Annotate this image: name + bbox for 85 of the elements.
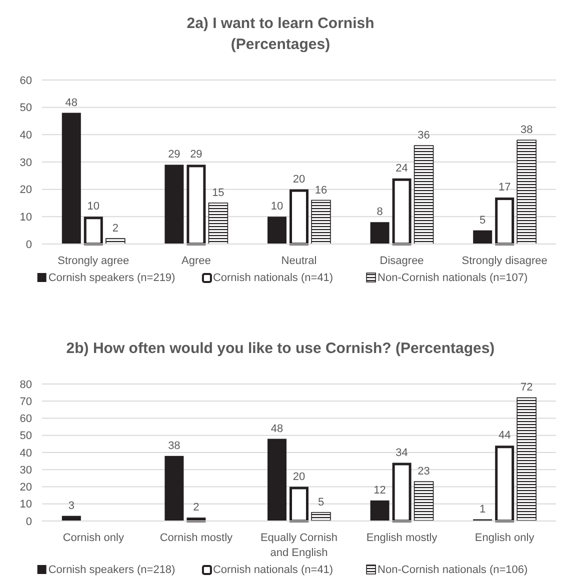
- bar: [290, 189, 308, 246]
- y-tick-label: 50: [20, 430, 32, 442]
- x-tick-label: Strongly agree: [58, 255, 130, 267]
- data-label: 38: [168, 440, 180, 452]
- y-tick-label: 10: [20, 498, 32, 511]
- data-label: 8: [376, 206, 383, 218]
- x-tick-label: English mostly: [366, 532, 438, 544]
- y-tick-label: 20: [20, 482, 32, 494]
- y-tick-label: 60: [20, 74, 32, 87]
- data-label: 48: [270, 422, 284, 435]
- bar: [164, 456, 184, 521]
- bar: [495, 446, 514, 522]
- data-label: 20: [292, 173, 306, 186]
- data-label: 17: [498, 182, 511, 194]
- legend-label: Cornish nationals (n=41): [212, 564, 334, 576]
- data-label: 36: [418, 130, 430, 142]
- y-tick-label: 20: [20, 184, 32, 196]
- data-label: 48: [65, 96, 78, 109]
- bar: [290, 486, 308, 522]
- data-label: 1: [480, 503, 486, 516]
- legend-label: Non-Cornish nationals (n=106): [378, 564, 528, 576]
- y-tick-label: 40: [20, 130, 32, 142]
- bar: [62, 112, 81, 244]
- y-tick-label: 70: [20, 396, 32, 408]
- bar: [370, 500, 390, 521]
- bar: [392, 178, 412, 246]
- y-tick-label: 60: [20, 413, 32, 426]
- y-tick-label: 40: [20, 447, 32, 460]
- data-label: 2: [112, 222, 118, 235]
- data-label: 5: [480, 214, 486, 226]
- bar: [516, 140, 536, 244]
- y-tick-label: 30: [20, 156, 32, 169]
- data-label: 2: [193, 502, 200, 514]
- data-label: 12: [374, 484, 386, 496]
- data-label: 16: [314, 184, 328, 196]
- data-label: 34: [396, 446, 408, 459]
- legend-label: Cornish nationals (n=41): [212, 272, 334, 284]
- y-tick-label: 80: [20, 378, 32, 391]
- legend-label: Cornish speakers (n=219): [48, 272, 176, 284]
- data-label: 3: [68, 500, 74, 512]
- bar: [208, 202, 228, 244]
- y-tick-label: 10: [20, 212, 32, 224]
- y-tick-label: 30: [20, 464, 32, 476]
- bar: [268, 216, 286, 244]
- data-label: 29: [190, 148, 202, 161]
- bar: [495, 198, 514, 246]
- bar: [164, 164, 184, 244]
- x-tick-label: Neutral: [281, 255, 317, 267]
- y-tick-label: 0: [26, 238, 32, 251]
- bar: [414, 481, 434, 522]
- chart-title: 2b) How often would you like to use Cornish? (Percentages): [66, 340, 495, 357]
- bar: [186, 164, 206, 246]
- bar: [473, 230, 492, 244]
- data-label: 29: [168, 148, 180, 161]
- x-tick-label: English only: [474, 532, 535, 544]
- x-tick-label: Cornish only: [62, 532, 124, 544]
- data-label: 10: [270, 200, 284, 213]
- legend-label: Cornish speakers (n=218): [48, 564, 176, 576]
- x-tick-label: Strongly disagree: [462, 255, 548, 267]
- data-label: 23: [418, 466, 430, 478]
- x-tick-label: Cornish mostly: [160, 532, 234, 544]
- bar: [370, 222, 390, 244]
- bar: [268, 438, 286, 521]
- data-label: 5: [318, 496, 324, 508]
- data-label: 72: [520, 382, 533, 394]
- chart-title: 2a) I want to learn Cornish (Percentages): [186, 15, 374, 53]
- data-label: 10: [87, 200, 100, 213]
- x-tick-label: Agree: [182, 255, 211, 267]
- bar: [186, 518, 206, 522]
- bar: [516, 397, 536, 522]
- data-label: 15: [212, 187, 224, 199]
- x-tick-label: Disagree: [380, 255, 424, 267]
- data-label: 38: [520, 124, 533, 136]
- data-label: 20: [292, 470, 306, 483]
- bar: [311, 200, 331, 244]
- y-tick-label: 0: [26, 516, 32, 528]
- legend-label: Non-Cornish nationals (n=107): [378, 272, 528, 284]
- data-label: 24: [396, 162, 408, 174]
- bar: [414, 145, 434, 244]
- bar: [84, 216, 103, 246]
- x-tick-label: Equally Cornish and English: [260, 532, 338, 559]
- y-tick-label: 50: [20, 102, 32, 114]
- data-label: 44: [498, 430, 511, 442]
- bar: [392, 462, 412, 522]
- bar: [311, 512, 331, 522]
